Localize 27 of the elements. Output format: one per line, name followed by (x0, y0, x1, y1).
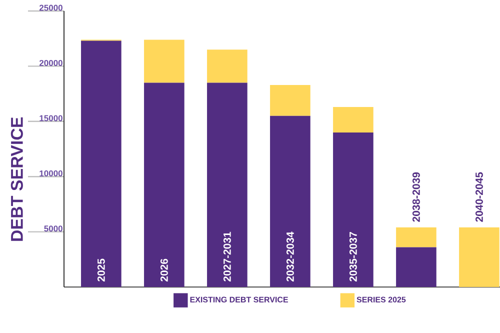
bar (207, 50, 248, 83)
bar (270, 116, 310, 287)
bar (459, 227, 500, 287)
bar (270, 84, 310, 116)
y-tick-label: 5000 (44, 226, 62, 232)
y-tick-label: 20000 (39, 60, 62, 66)
x-tick-label: 2027-2031 (223, 232, 231, 282)
y-tick-label: 10000 (40, 170, 62, 176)
bar (144, 40, 184, 83)
bar (207, 82, 248, 287)
y-axis-title: DEBT SERVICE (10, 117, 23, 241)
x-tick-label: 2035-2037 (349, 232, 357, 282)
x-tick-label: 2026 (160, 258, 168, 282)
y-tick-label: 25000 (39, 4, 62, 11)
bar (81, 40, 122, 287)
bar (144, 82, 184, 287)
bar (333, 132, 374, 287)
legend-label: SERIES 2025 (356, 296, 406, 302)
x-tick-label: 2025 (97, 258, 105, 282)
bar (333, 107, 374, 132)
x-tick-label: 2040-2045 (476, 172, 483, 222)
y-tick-label: 15000 (40, 115, 62, 122)
x-tick-label: 2032-2034 (286, 232, 294, 282)
bar (396, 247, 436, 287)
x-tick-label: 2038-2039 (412, 172, 420, 222)
bar (396, 227, 436, 248)
legend-label: EXISTING DEBT SERVICE (190, 296, 288, 302)
